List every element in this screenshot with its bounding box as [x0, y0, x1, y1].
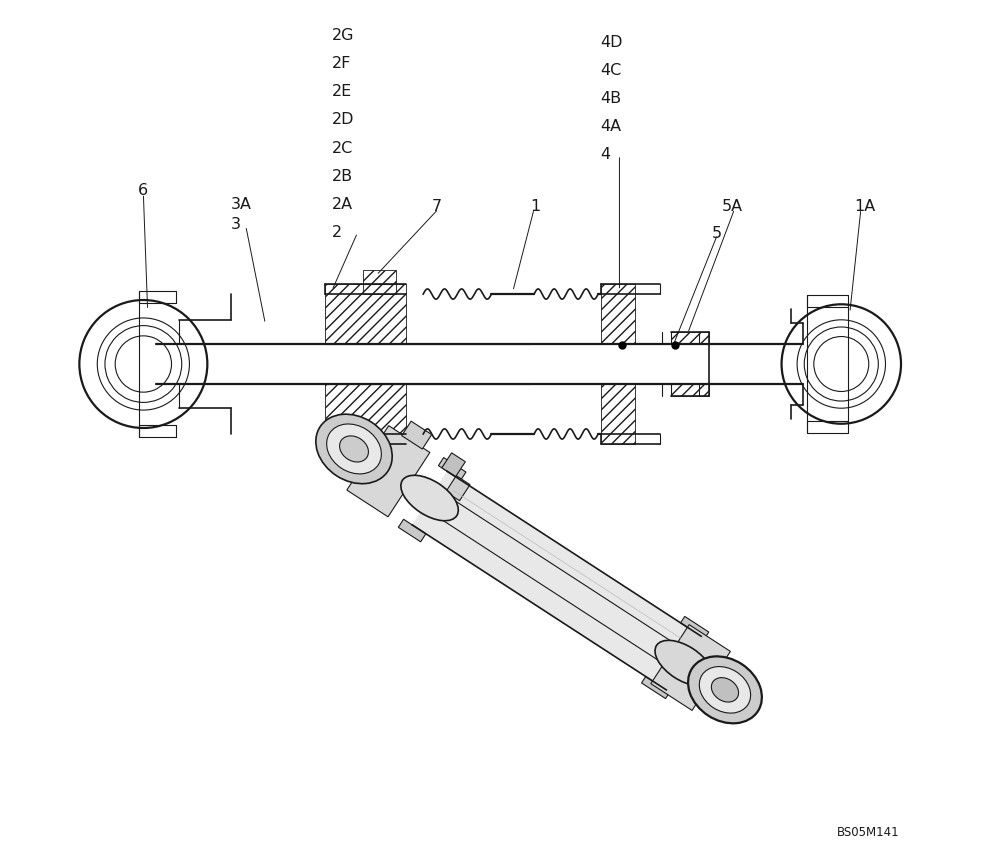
- Text: 2B: 2B: [332, 169, 353, 184]
- Text: 2A: 2A: [332, 197, 353, 212]
- Polygon shape: [601, 384, 635, 444]
- Polygon shape: [412, 471, 701, 690]
- Polygon shape: [438, 458, 466, 480]
- Polygon shape: [442, 453, 465, 477]
- Text: 4A: 4A: [601, 119, 622, 134]
- Ellipse shape: [327, 424, 381, 474]
- Text: 4D: 4D: [601, 35, 623, 50]
- Ellipse shape: [699, 667, 751, 713]
- Text: 5: 5: [712, 226, 722, 241]
- Polygon shape: [642, 676, 670, 698]
- Polygon shape: [446, 476, 470, 501]
- Polygon shape: [325, 284, 406, 343]
- Polygon shape: [402, 421, 432, 449]
- Polygon shape: [325, 384, 406, 444]
- Text: 2: 2: [332, 225, 342, 241]
- Text: 4B: 4B: [601, 91, 622, 106]
- Text: BS05M141: BS05M141: [837, 826, 899, 839]
- Polygon shape: [347, 425, 430, 517]
- Polygon shape: [671, 384, 709, 396]
- Text: 4C: 4C: [601, 63, 622, 78]
- Text: 2G: 2G: [332, 28, 354, 43]
- Text: 3A: 3A: [231, 197, 252, 212]
- Polygon shape: [671, 331, 709, 343]
- Ellipse shape: [655, 640, 712, 686]
- Ellipse shape: [688, 657, 762, 723]
- Ellipse shape: [316, 414, 392, 484]
- Text: 5A: 5A: [722, 199, 743, 214]
- Text: 2C: 2C: [332, 140, 353, 156]
- Text: 3: 3: [231, 217, 241, 233]
- Polygon shape: [601, 284, 635, 343]
- Polygon shape: [651, 625, 730, 710]
- Ellipse shape: [711, 678, 739, 702]
- Polygon shape: [398, 520, 426, 542]
- Ellipse shape: [340, 436, 368, 462]
- Text: 1A: 1A: [854, 199, 875, 214]
- Ellipse shape: [401, 475, 458, 520]
- Text: 4: 4: [601, 147, 611, 163]
- Text: 6: 6: [138, 183, 148, 199]
- Polygon shape: [681, 616, 709, 639]
- Text: 2D: 2D: [332, 112, 354, 128]
- Text: 7: 7: [432, 199, 442, 214]
- Text: 1: 1: [530, 199, 540, 214]
- Text: 2F: 2F: [332, 56, 351, 71]
- Text: 2E: 2E: [332, 85, 352, 99]
- Polygon shape: [363, 270, 396, 294]
